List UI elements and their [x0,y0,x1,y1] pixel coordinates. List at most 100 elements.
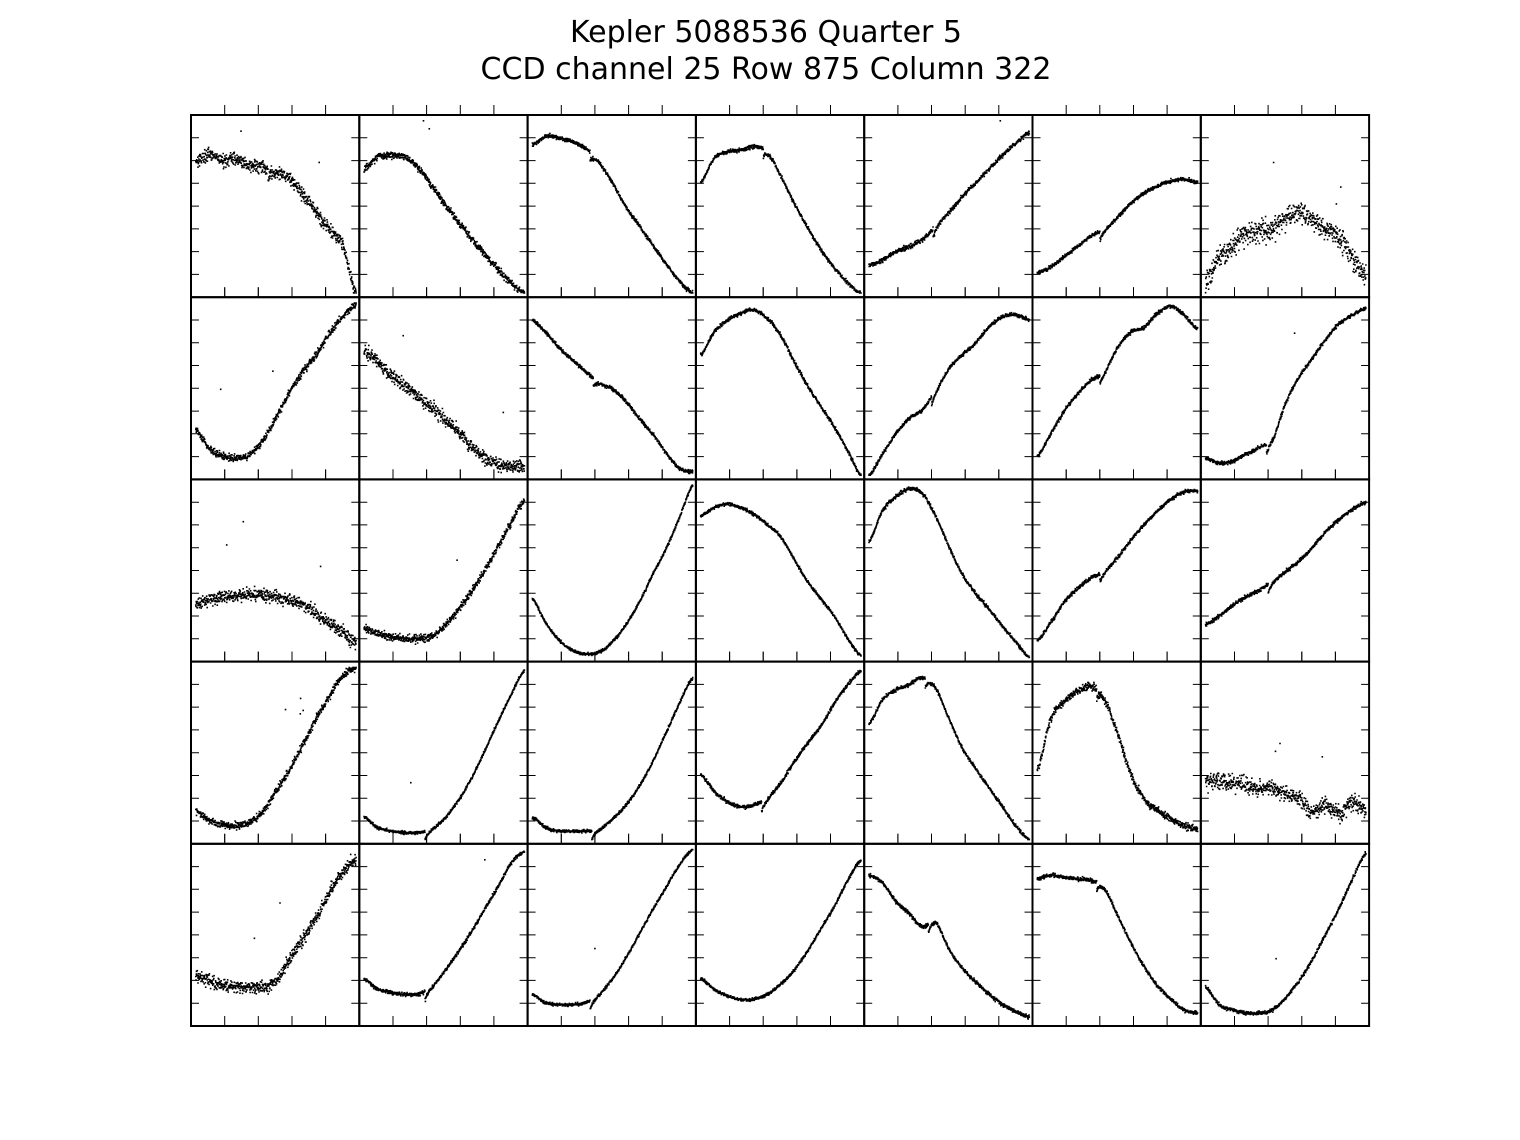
panel-r3-c4 [863,651,1034,845]
axis-ticks [695,833,865,1026]
lightcurve-points [868,311,1031,476]
axis-ticks [1032,105,1201,298]
axis-ticks [1032,287,1201,480]
lightcurve-points [868,872,1031,1020]
panel-r0-c3 [694,105,866,299]
chart-title: Kepler 5088536 Quarter 5 [569,15,962,50]
lightcurve-points [1036,304,1199,458]
panel-r2-c2 [526,469,697,663]
lightcurve-points [195,666,357,831]
axis-ticks [359,833,528,1026]
panel-frame [526,660,697,845]
lightcurve-points [195,853,357,995]
panel-r4-c6 [1199,833,1371,1027]
panel-r1-c5 [1031,287,1202,481]
axis-ticks [695,651,865,844]
panel-r4-c4 [863,833,1034,1027]
panel-r0-c6 [1199,105,1371,299]
panel-frame [1031,114,1202,299]
chart-subtitle: CCD channel 25 Row 875 Column 322 [480,52,1052,87]
panel-r1-c3 [694,287,866,481]
lightcurve-points [1204,742,1367,825]
panel-frame [1199,296,1371,481]
axis-ticks [695,287,865,480]
panel-r3-c6 [1199,651,1371,845]
panel-r1-c1 [358,287,529,481]
axis-ticks [1200,287,1370,480]
panel-r0-c2 [526,105,697,299]
panel-r2-c4 [863,469,1034,663]
axis-ticks [695,469,865,662]
lightcurve-points [531,676,694,841]
panel-frame [863,296,1034,481]
panel-r3-c3 [694,651,866,845]
panel-frame [1031,842,1202,1027]
axis-ticks [1032,833,1201,1026]
lightcurve-points [699,859,862,1003]
panel-r0-c5 [1031,105,1202,299]
panel-r3-c1 [358,651,529,845]
panel-r3-c2 [526,651,697,845]
panel-frame [358,296,529,481]
lightcurve-points [363,334,526,474]
panel-r4-c5 [1031,833,1202,1027]
lightcurve-points [195,520,357,651]
lightcurve-points [531,132,694,294]
lightcurve-points [363,850,526,1003]
lightcurve-points [531,484,694,657]
panel-r4-c2 [526,833,697,1027]
panel-frame [190,842,361,1027]
axis-ticks [191,651,360,844]
lightcurve-points [1204,161,1367,294]
lightcurve-points [1204,851,1367,1016]
lightcurve-points [1204,306,1367,466]
panel-frame [1199,114,1371,299]
panel-r4-c1 [358,833,529,1027]
axis-ticks [1032,651,1201,844]
lightcurve-points [1036,681,1199,833]
panel-r2-c1 [358,469,529,663]
lightcurve-points [363,498,526,645]
lightcurve-points [868,120,1031,268]
lightcurve-points [1204,500,1367,627]
panel-frame [1199,842,1371,1027]
panel-frame [1031,296,1202,481]
axis-ticks [1200,105,1370,298]
lightcurve-points [868,675,1031,841]
axis-ticks [695,105,865,298]
axis-ticks [191,833,360,1026]
figure-title: Kepler 5088536 Quarter 5 CCD channel 25 … [0,14,1520,88]
panel-r0-c4 [863,105,1034,299]
axis-ticks [359,651,528,844]
axis-ticks [1032,469,1201,662]
axis-ticks [359,469,528,662]
axis-ticks [527,651,696,844]
panel-frame [863,114,1034,299]
panel-frame [526,842,697,1027]
lightcurve-points [531,318,694,475]
lightcurve-points [1036,488,1199,642]
lightcurve-points [699,669,862,813]
panel-r4-c0 [190,833,361,1027]
panel-frame [190,296,361,481]
panel-frame [694,660,866,845]
axis-ticks [864,833,1033,1026]
lightcurve-points [363,120,526,294]
lightcurve-points [699,143,862,294]
panel-r4-c3 [694,833,866,1027]
panel-r2-c5 [1031,469,1202,663]
panel-frame [694,842,866,1027]
lightcurve-points [195,302,357,463]
panel-r3-c5 [1031,651,1202,845]
lightcurve-points [531,848,694,1010]
panel-r2-c6 [1199,469,1371,663]
panel-frame [358,660,529,845]
panel-r1-c6 [1199,287,1371,481]
panel-r1-c2 [526,287,697,481]
panel-frame [1031,478,1202,663]
panel-r2-c3 [694,469,866,663]
lightcurve-points [1036,872,1199,1015]
lightcurve-points [363,669,526,841]
lightcurve-points [195,130,357,294]
